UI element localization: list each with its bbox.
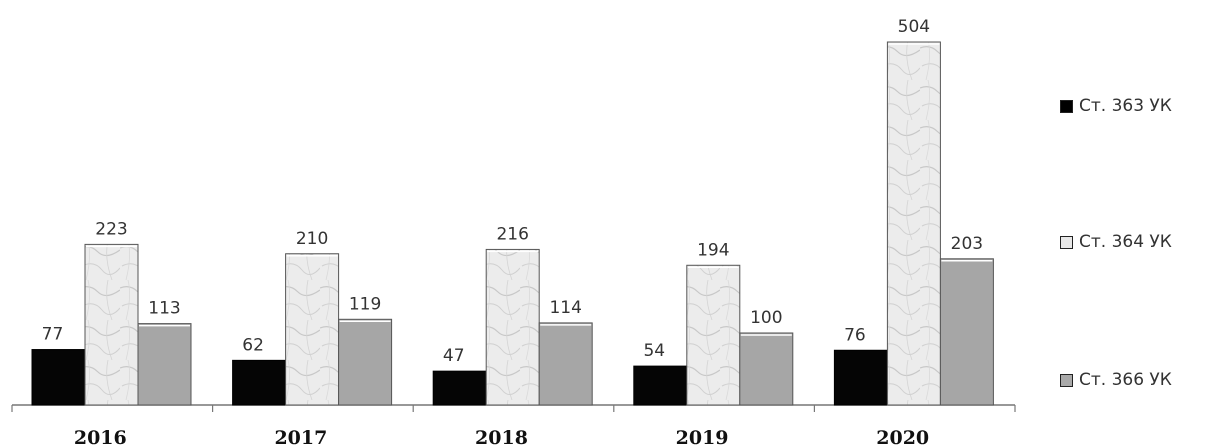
bar-value-label: 62 bbox=[242, 335, 264, 355]
legend-item-series-1: Ст. 363 УК bbox=[1060, 96, 1172, 116]
bar bbox=[686, 264, 741, 406]
category-label: 2016 bbox=[74, 427, 127, 448]
bar-value-label: 113 bbox=[148, 299, 180, 319]
bar-value-label: 194 bbox=[697, 240, 729, 260]
bar-value-label: 114 bbox=[549, 298, 581, 318]
legend-swatch-black bbox=[1060, 99, 1073, 113]
bar bbox=[232, 359, 287, 406]
legend-item-series-3: Ст. 366 УК bbox=[1060, 370, 1172, 390]
bar bbox=[939, 258, 994, 406]
bar bbox=[285, 253, 340, 406]
bar-value-label: 504 bbox=[898, 17, 930, 37]
bar bbox=[338, 318, 393, 406]
bar bbox=[833, 349, 888, 406]
bar-value-label: 47 bbox=[443, 346, 465, 366]
bar bbox=[31, 349, 86, 406]
legend: Ст. 363 УК Ст. 364 УК Ст. 366 УК bbox=[1060, 0, 1220, 448]
category-label: 2018 bbox=[475, 427, 528, 448]
bar-value-label: 216 bbox=[496, 224, 528, 244]
legend-swatch-gray bbox=[1060, 373, 1073, 387]
bar-value-label: 203 bbox=[951, 234, 983, 254]
bar-value-label: 54 bbox=[643, 341, 665, 361]
bar-value-label: 223 bbox=[95, 219, 127, 239]
bar-value-label: 119 bbox=[349, 294, 381, 314]
bar-value-label: 210 bbox=[296, 229, 328, 249]
category-label: 2020 bbox=[876, 427, 929, 448]
legend-swatch-marble bbox=[1060, 235, 1073, 249]
legend-item-series-2: Ст. 364 УК bbox=[1060, 232, 1172, 252]
bar bbox=[886, 41, 941, 406]
bar bbox=[432, 370, 487, 406]
category-label: 2017 bbox=[274, 427, 327, 448]
bar bbox=[84, 243, 139, 406]
category-label: 2019 bbox=[676, 427, 729, 448]
bar bbox=[633, 365, 688, 406]
bar bbox=[137, 323, 192, 406]
bar-value-label: 100 bbox=[750, 308, 782, 328]
legend-label-series-1: Ст. 363 УК bbox=[1079, 96, 1172, 116]
bar-chart: 77 223 113 62 210 119 47 216 114 54 194 100 76 504 203… bbox=[11, 17, 1016, 448]
bar bbox=[739, 332, 794, 406]
bar bbox=[485, 248, 540, 406]
bar-value-label: 76 bbox=[844, 325, 866, 345]
legend-label-series-3: Ст. 366 УК bbox=[1079, 370, 1172, 390]
bar bbox=[538, 322, 593, 406]
bar-value-label: 77 bbox=[42, 325, 64, 345]
legend-label-series-2: Ст. 364 УК bbox=[1079, 232, 1172, 252]
